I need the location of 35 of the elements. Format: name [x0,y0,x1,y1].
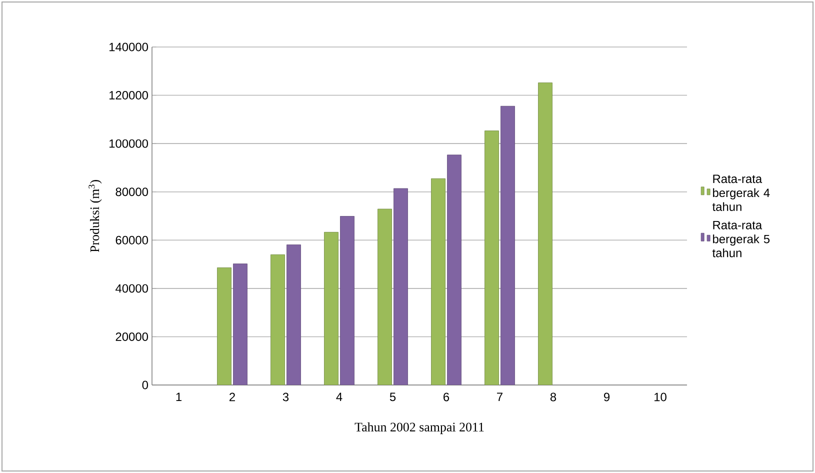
x-axis-title: Tahun 2002 sampai 2011 [354,422,484,434]
x-tick-label: 10 [654,392,666,402]
bar [538,82,552,385]
bar [286,244,301,385]
x-tick-label: 6 [444,392,450,402]
x-tick-label: 7 [497,392,502,401]
x-tick-label: 2 [230,392,235,402]
y-tick-label: 80000 [116,188,148,196]
x-tick-label: 5 [390,392,396,402]
y-tick-label: 20000 [116,332,148,341]
y-tick-label: 0 [142,380,148,390]
legend-label: Rata-rata bergerak 5 tahun [712,220,770,258]
bar [233,264,248,385]
bar [394,188,408,385]
bar [500,106,515,385]
y-axis-title: Produksi (m$^{3}$) [88,180,102,252]
y-tick-label: 140000 [109,42,148,52]
x-tick-label: 3 [282,392,289,402]
x-tick-label: 8 [550,392,556,402]
bar [484,130,499,385]
legend-label: Rata-rata bergerak 4 tahun [712,174,770,211]
x-tick-label: 9 [604,392,610,402]
x-tick-label: 4 [336,392,342,401]
y-tick-label: 100000 [109,139,148,148]
bar [217,267,232,385]
y-tick-label: 40000 [116,284,148,293]
y-tick-label: 60000 [116,236,148,244]
bar [378,208,392,385]
bar [324,232,338,385]
bar [270,254,285,385]
bar [447,154,462,385]
bar [340,216,354,385]
y-tick-label: 120000 [109,91,148,100]
bar [431,178,446,385]
x-tick-label: 1 [176,392,182,401]
